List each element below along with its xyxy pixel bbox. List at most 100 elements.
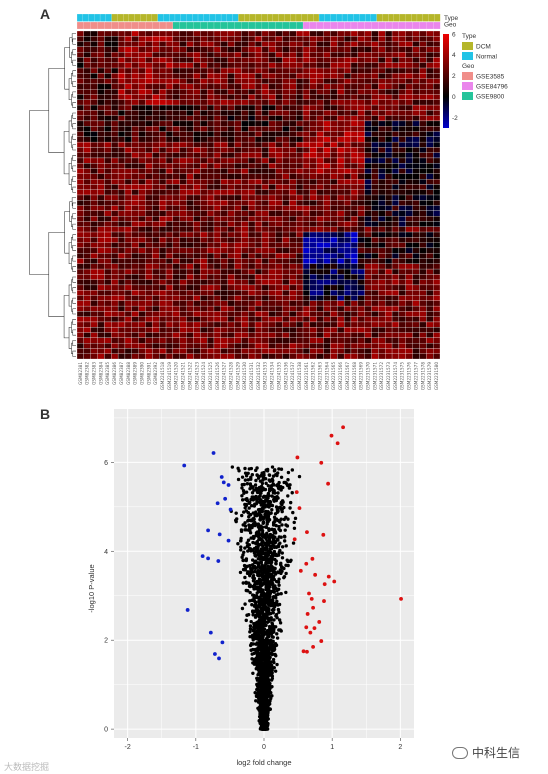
- ns-point: [261, 720, 265, 724]
- heatmap-cell: [234, 62, 242, 69]
- ns-point: [261, 725, 265, 729]
- heatmap-cell: [426, 94, 434, 100]
- ns-point: [257, 644, 261, 648]
- heatmap-cell: [152, 168, 160, 174]
- ns-point: [282, 534, 287, 539]
- ns-point: [262, 717, 266, 721]
- ns-point: [264, 664, 268, 668]
- heatmap-cell: [227, 216, 235, 222]
- ns-point: [264, 553, 269, 558]
- ns-point: [260, 699, 264, 703]
- ns-point: [260, 623, 264, 627]
- ns-point: [263, 702, 268, 706]
- ns-point: [259, 646, 263, 650]
- heatmap-cell: [83, 73, 91, 79]
- heatmap-cell: [179, 205, 187, 211]
- ns-point: [263, 724, 267, 729]
- heatmap-cell: [364, 226, 372, 233]
- heatmap-cell: [419, 284, 427, 291]
- type-track-cell: [128, 13, 136, 22]
- heatmap-cell: [172, 274, 180, 280]
- ns-point: [272, 544, 276, 548]
- heatmap-cell: [159, 52, 167, 58]
- ns-point: [260, 703, 264, 708]
- heatmap-cell: [391, 157, 400, 164]
- ns-point: [260, 619, 265, 624]
- heatmap-cell: [364, 253, 372, 259]
- heatmap-cell: [289, 104, 297, 111]
- heatmap-cell: [282, 268, 290, 275]
- heatmap-cell: [391, 253, 400, 259]
- heatmap-cell: [391, 274, 400, 280]
- heatmap-cell: [261, 179, 269, 185]
- heatmap-cell: [419, 147, 427, 153]
- heatmap-cell: [371, 78, 379, 85]
- heatmap-cell: [378, 73, 386, 79]
- heatmap-cell: [385, 216, 393, 222]
- heatmap-cell: [138, 189, 146, 196]
- ns-point: [268, 589, 272, 594]
- ns-point: [263, 726, 267, 731]
- heatmap-cell: [302, 295, 310, 301]
- heatmap-cell: [330, 200, 338, 206]
- heatmap-cell: [227, 115, 235, 122]
- heatmap-cell: [254, 263, 263, 270]
- ns-point: [263, 725, 268, 729]
- heatmap-cell: [76, 284, 84, 291]
- heatmap-cell: [111, 136, 119, 143]
- ns-point: [265, 592, 269, 597]
- heatmap-cell: [227, 147, 235, 153]
- ns-point: [268, 684, 272, 688]
- heatmap-cell: [364, 263, 372, 270]
- heatmap-cell: [241, 141, 249, 148]
- ns-point: [258, 685, 262, 689]
- heatmap-cell: [186, 73, 194, 79]
- heatmap-cell: [220, 115, 228, 122]
- ns-point: [264, 714, 268, 718]
- heatmap-cell: [97, 337, 105, 344]
- heatmap-cell: [165, 348, 174, 354]
- heatmap-cell: [419, 290, 427, 296]
- heatmap-cell: [261, 141, 269, 148]
- ns-point: [268, 627, 272, 631]
- ns-point: [263, 687, 267, 692]
- heatmap-cell: [179, 152, 187, 159]
- heatmap-cell: [131, 221, 139, 227]
- heatmap-cell: [248, 99, 256, 106]
- heatmap-cell: [124, 67, 132, 74]
- heatmap-cell: [165, 263, 174, 270]
- heatmap-cell: [234, 104, 242, 111]
- heatmap-cell: [104, 200, 112, 206]
- ns-point: [260, 713, 264, 718]
- heatmap-cell: [391, 120, 400, 127]
- heatmap-cell: [282, 184, 290, 190]
- heatmap-cell: [261, 290, 269, 296]
- heatmap-cell: [179, 300, 187, 307]
- heatmap-cell: [104, 327, 112, 333]
- heatmap-cell: [268, 258, 276, 264]
- heatmap-cell: [302, 30, 310, 37]
- heatmap-cell: [391, 343, 400, 349]
- ns-point: [267, 667, 271, 672]
- heatmap-cell: [193, 305, 201, 312]
- heatmap-cell: [296, 126, 304, 132]
- heatmap-cell: [323, 253, 331, 259]
- heatmap-cell: [357, 237, 365, 243]
- heatmap-cell: [337, 110, 345, 116]
- heatmap-cell: [111, 189, 119, 196]
- ns-point: [263, 722, 268, 727]
- ns-point: [255, 678, 260, 682]
- heatmap-cell: [289, 237, 297, 243]
- heatmap-cell: [207, 36, 215, 42]
- heatmap-cell: [309, 300, 317, 307]
- ns-point: [260, 665, 265, 669]
- heatmap-cell: [90, 231, 98, 238]
- heatmap-cell: [419, 78, 427, 85]
- heatmap-cell: [309, 110, 317, 116]
- heatmap-cell: [405, 152, 413, 159]
- heatmap-cell: [261, 258, 269, 264]
- heatmap-cell: [234, 237, 242, 243]
- heatmap-cell: [275, 327, 283, 333]
- heatmap-cell: [330, 268, 338, 275]
- heatmap-cell: [138, 253, 146, 259]
